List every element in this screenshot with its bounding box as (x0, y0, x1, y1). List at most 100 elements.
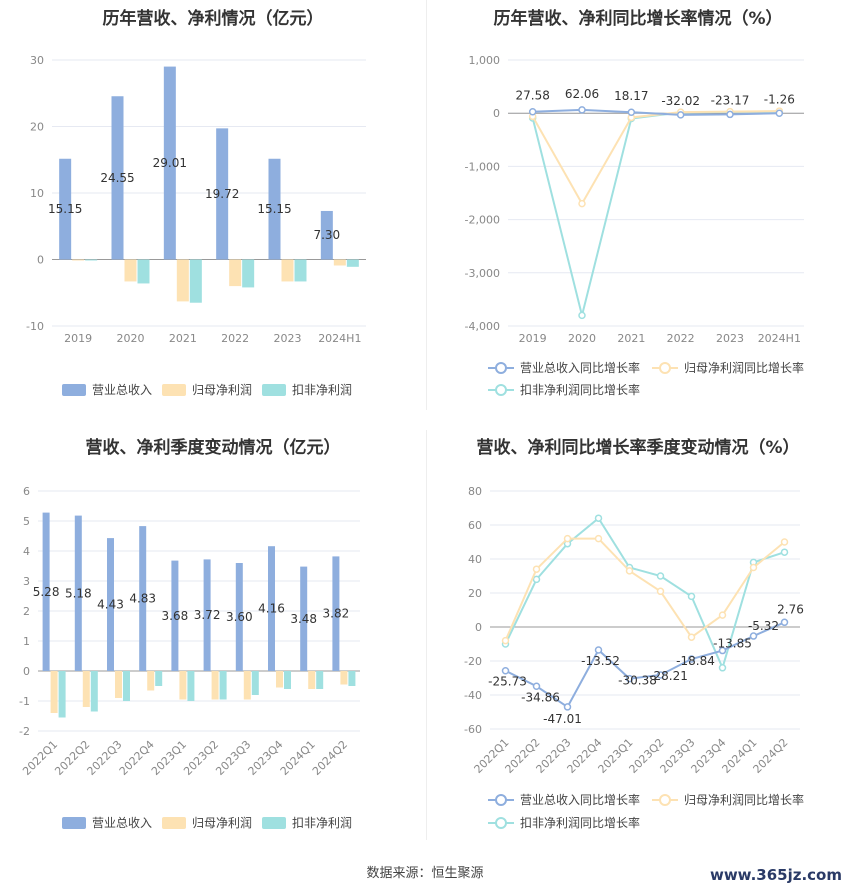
y-tick-label: 20 (468, 587, 482, 600)
bar (147, 671, 155, 691)
point-value-label: 62.06 (565, 87, 599, 101)
data-point (532, 682, 541, 691)
y-tick-label: 2 (23, 605, 30, 618)
point-value-label: -13.52 (581, 654, 620, 668)
legend-label: 营业总收入同比增长率 (520, 792, 640, 807)
y-tick-label: -1 (19, 695, 30, 708)
data-point (718, 664, 727, 672)
point-value-label: -30.38 (618, 674, 657, 688)
x-tick-label: 2020 (117, 332, 145, 345)
data-point (749, 632, 758, 640)
data-point (594, 514, 603, 522)
series-line (505, 621, 785, 709)
bar (137, 259, 150, 284)
legend-label: 归母净利润同比增长率 (684, 360, 804, 375)
y-tick-label: -60 (464, 723, 482, 736)
bar (348, 671, 356, 686)
y-tick-label: 0 (475, 621, 482, 634)
bar (229, 259, 242, 287)
y-tick-label: 1 (23, 635, 30, 648)
bar (74, 515, 82, 671)
x-tick-label: 2024H1 (758, 332, 801, 345)
bar (90, 671, 98, 712)
bar (107, 538, 114, 671)
point-value-label: -13.85 (713, 637, 752, 651)
series-line (504, 537, 786, 641)
legend-marker (495, 817, 507, 829)
data-point (676, 111, 685, 119)
bar-value-label: 3.82 (323, 607, 350, 621)
data-point (749, 563, 758, 572)
watermark: www.365jz.com (709, 866, 842, 884)
bar (85, 259, 98, 261)
data-point (563, 534, 572, 543)
y-tick-label: 0 (493, 107, 500, 120)
bar (340, 671, 348, 685)
chart-title: 营收、净利同比增长率季度变动情况（%） (476, 438, 800, 458)
bar-value-label: 29.01 (153, 156, 187, 170)
y-tick-label: 10 (30, 187, 44, 200)
data-point (775, 109, 784, 118)
bar (123, 671, 130, 701)
bar (187, 671, 195, 701)
y-tick-label: 5 (23, 515, 30, 528)
bar (58, 671, 66, 718)
bar-value-label: 3.48 (290, 612, 317, 626)
bar-value-label: 19.72 (205, 187, 239, 201)
bar (242, 259, 255, 288)
data-point (627, 108, 636, 116)
legend-label: 营业总收入同比增长率 (520, 360, 640, 375)
x-tick-label: 2024H1 (318, 332, 361, 345)
data-point (625, 567, 634, 575)
data-point (718, 646, 727, 655)
bar-value-label: 3.68 (162, 609, 189, 623)
bar (316, 671, 324, 689)
chart-title: 历年营收、净利同比增长率情况（%） (493, 9, 783, 29)
bar (219, 671, 227, 700)
y-tick-label: -3,000 (465, 267, 500, 280)
data-point (687, 592, 696, 601)
x-tick-label: 2021 (169, 332, 197, 345)
legend-label: 归母净利润 (192, 816, 252, 830)
y-tick-label: 4 (23, 545, 30, 558)
x-tick-label: 2019 (519, 332, 547, 345)
y-tick-label: -40 (464, 689, 482, 702)
annual-growth-line-chart: -4,000 -3,000 -2,000 -1,000 0 1,000 2019 2020 20… (465, 54, 804, 397)
legend-label: 归母净利润同比增长率 (684, 792, 804, 807)
point-value-label: -23.17 (711, 93, 750, 107)
data-point (687, 655, 696, 663)
y-tick-label: 0 (37, 254, 44, 267)
annual-bar-chart: -10 0 10 20 30 2019 2020 2021 2022 2023 2024H1 15.1… (26, 54, 366, 397)
bar (176, 259, 189, 302)
bar (139, 526, 147, 671)
bar-value-label: 3.60 (226, 610, 253, 624)
x-tick-label: 2023 (716, 332, 744, 345)
x-tick-label: 2019 (64, 332, 92, 345)
bar (111, 96, 124, 260)
data-point (532, 575, 541, 584)
bar-value-label: 5.28 (33, 585, 60, 599)
series-line (531, 110, 780, 316)
bar (124, 259, 137, 282)
bar-value-label: 15.15 (257, 202, 291, 216)
y-tick-label: 1,000 (469, 54, 501, 67)
bar (42, 512, 50, 671)
data-point (656, 587, 665, 596)
bar (251, 671, 259, 695)
bar-value-label: 3.72 (194, 608, 221, 622)
chart-panel-annual-amounts: 历年营收、净利情况（亿元） -10 0 10 20 30 2019 2020 2021 2022… (0, 0, 426, 410)
x-tick-label: 2022 (667, 332, 695, 345)
legend-label: 归母净利润 (192, 383, 252, 397)
y-tick-label: 3 (23, 575, 30, 588)
x-tick-label: 2024Q2 (751, 736, 791, 776)
bar-value-label: 7.30 (313, 228, 340, 242)
data-point (578, 106, 586, 114)
bar (179, 671, 187, 700)
bar-value-label: 4.43 (97, 598, 124, 612)
chart-title: 营收、净利季度变动情况（亿元） (85, 438, 341, 458)
data-point (656, 671, 665, 679)
legend-label: 营业总收入 (92, 816, 152, 830)
legend-swatch (262, 384, 286, 396)
bar (189, 259, 202, 303)
bar (163, 66, 176, 260)
